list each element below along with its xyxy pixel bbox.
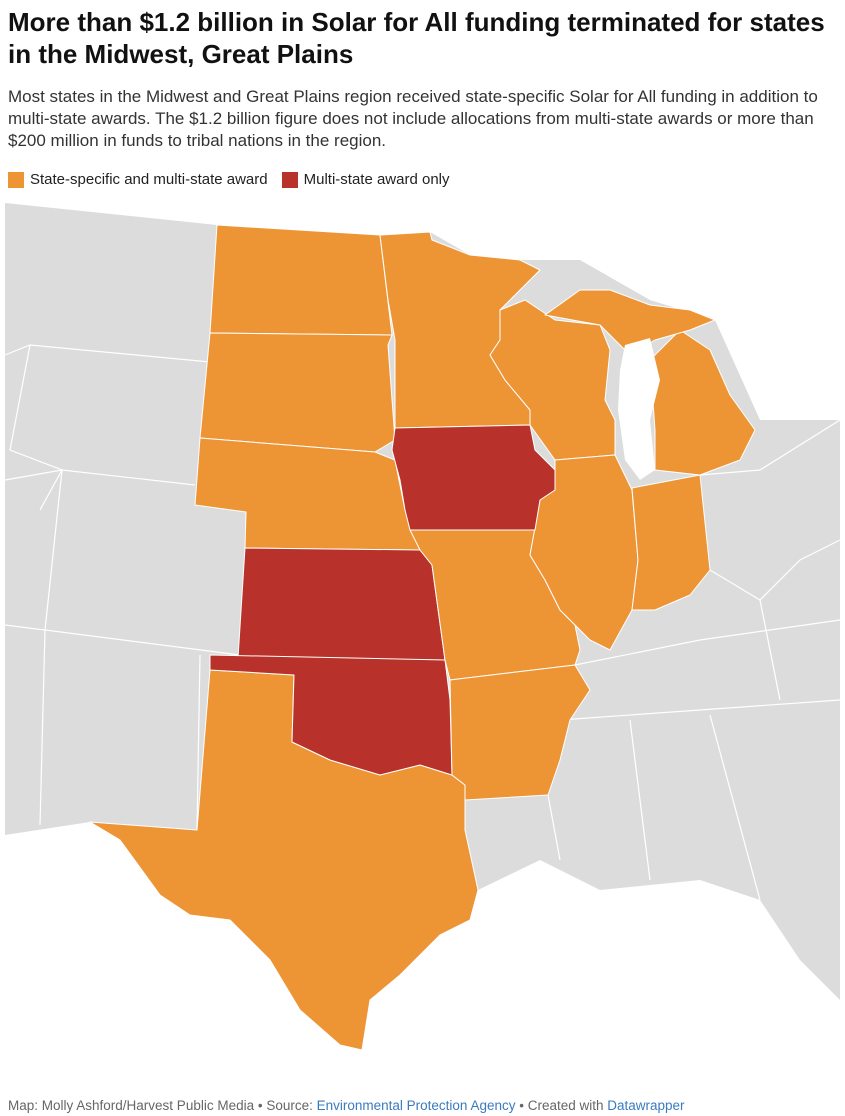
state [391, 424, 556, 531]
state [631, 474, 711, 611]
state [199, 332, 396, 453]
state [209, 654, 453, 776]
source-link[interactable]: Environmental Protection Agency [316, 1098, 516, 1113]
credit: Map: Molly Ashford/Harvest Public Media … [8, 1098, 317, 1113]
lake [618, 338, 660, 480]
subtitle: Most states in the Midwest and Great Pla… [8, 87, 818, 150]
state [237, 547, 446, 661]
legend-swatch [281, 171, 298, 188]
legend-item: Multi-state award only [281, 171, 450, 188]
state [209, 224, 393, 336]
title: More than $1.2 billion in Solar for All … [8, 7, 825, 69]
legend-item: State-specific and multi-state award [8, 171, 268, 188]
created: • Created with [515, 1098, 608, 1113]
legend-label: Multi-state award only [303, 171, 450, 188]
state [544, 289, 716, 356]
legend-label: State-specific and multi-state award [30, 171, 268, 188]
legend: State-specific and multi-state award Mul… [8, 171, 450, 188]
state-borders [4, 344, 841, 901]
state [449, 664, 591, 801]
state [649, 329, 756, 476]
states [89, 224, 756, 1051]
legend-swatch [8, 171, 24, 188]
tool-link[interactable]: Datawrapper [607, 1098, 685, 1113]
footer: Map: Molly Ashford/Harvest Public Media … [8, 1098, 685, 1113]
